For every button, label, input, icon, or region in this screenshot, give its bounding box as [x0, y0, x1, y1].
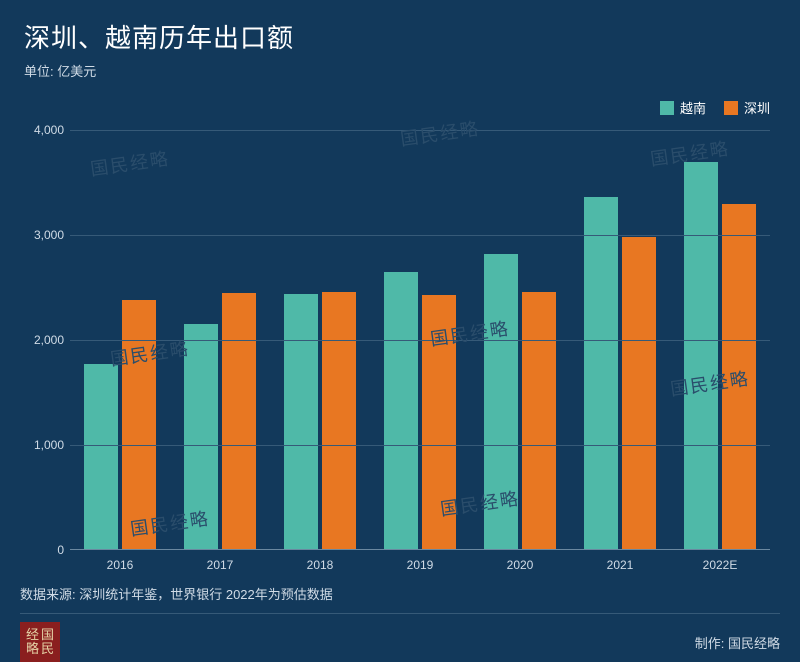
x-axis-label: 2020 — [482, 558, 558, 572]
x-axis-labels: 2016 2017 2018 2019 2020 2021 2022E — [70, 550, 770, 572]
chart-header: 深圳、越南历年出口额 单位: 亿美元 — [0, 0, 800, 84]
legend-swatch — [660, 101, 674, 115]
grid-line — [70, 130, 770, 131]
bar-group — [582, 197, 658, 550]
legend-item: 越南 — [660, 98, 706, 117]
bar — [222, 293, 256, 550]
bar — [384, 272, 418, 550]
y-axis-label: 1,000 — [14, 438, 64, 452]
chart-subtitle: 单位: 亿美元 — [24, 61, 776, 80]
bar — [322, 292, 356, 550]
bar — [522, 292, 556, 550]
y-axis-label: 3,000 — [14, 228, 64, 242]
bar — [684, 162, 718, 551]
legend: 越南 深圳 — [660, 98, 770, 117]
grid-line — [70, 235, 770, 236]
bar-group — [82, 300, 158, 550]
bar — [722, 204, 756, 551]
y-axis-label: 2,000 — [14, 333, 64, 347]
grid-line — [70, 445, 770, 446]
grid-line — [70, 340, 770, 341]
x-axis-label: 2017 — [182, 558, 258, 572]
x-axis-label: 2021 — [582, 558, 658, 572]
bar — [422, 295, 456, 550]
x-axis-label: 2018 — [282, 558, 358, 572]
y-axis-label: 4,000 — [14, 123, 64, 137]
chart-area: 2016201720182019202020212022E 01,0002,00… — [70, 130, 770, 550]
legend-label: 越南 — [680, 98, 706, 117]
chart-title: 深圳、越南历年出口额 — [24, 18, 776, 55]
footer: 数据来源: 深圳统计年鉴，世界银行 2022年为预估数据 经国略民 制作: 国民… — [0, 576, 800, 658]
bar — [622, 237, 656, 550]
bar-group — [482, 254, 558, 550]
source-text: 数据来源: 深圳统计年鉴，世界银行 2022年为预估数据 — [20, 584, 780, 614]
x-axis-label: 2019 — [382, 558, 458, 572]
legend-swatch — [724, 101, 738, 115]
publisher-stamp: 经国略民 — [20, 622, 60, 662]
x-axis-label: 2022E — [682, 558, 758, 572]
legend-label: 深圳 — [744, 98, 770, 117]
credit-text: 制作: 国民经略 — [695, 633, 780, 652]
bar-group — [282, 292, 358, 550]
x-axis-label: 2016 — [82, 558, 158, 572]
bar — [484, 254, 518, 550]
y-axis-label: 0 — [14, 543, 64, 557]
bar — [584, 197, 618, 550]
bar-group — [182, 293, 258, 550]
bar — [84, 364, 118, 550]
bar-group — [682, 162, 758, 551]
bar — [184, 324, 218, 550]
stamp-text: 经国略民 — [26, 628, 54, 657]
legend-item: 深圳 — [724, 98, 770, 117]
bar-group — [382, 272, 458, 550]
bar — [122, 300, 156, 550]
bar — [284, 294, 318, 550]
